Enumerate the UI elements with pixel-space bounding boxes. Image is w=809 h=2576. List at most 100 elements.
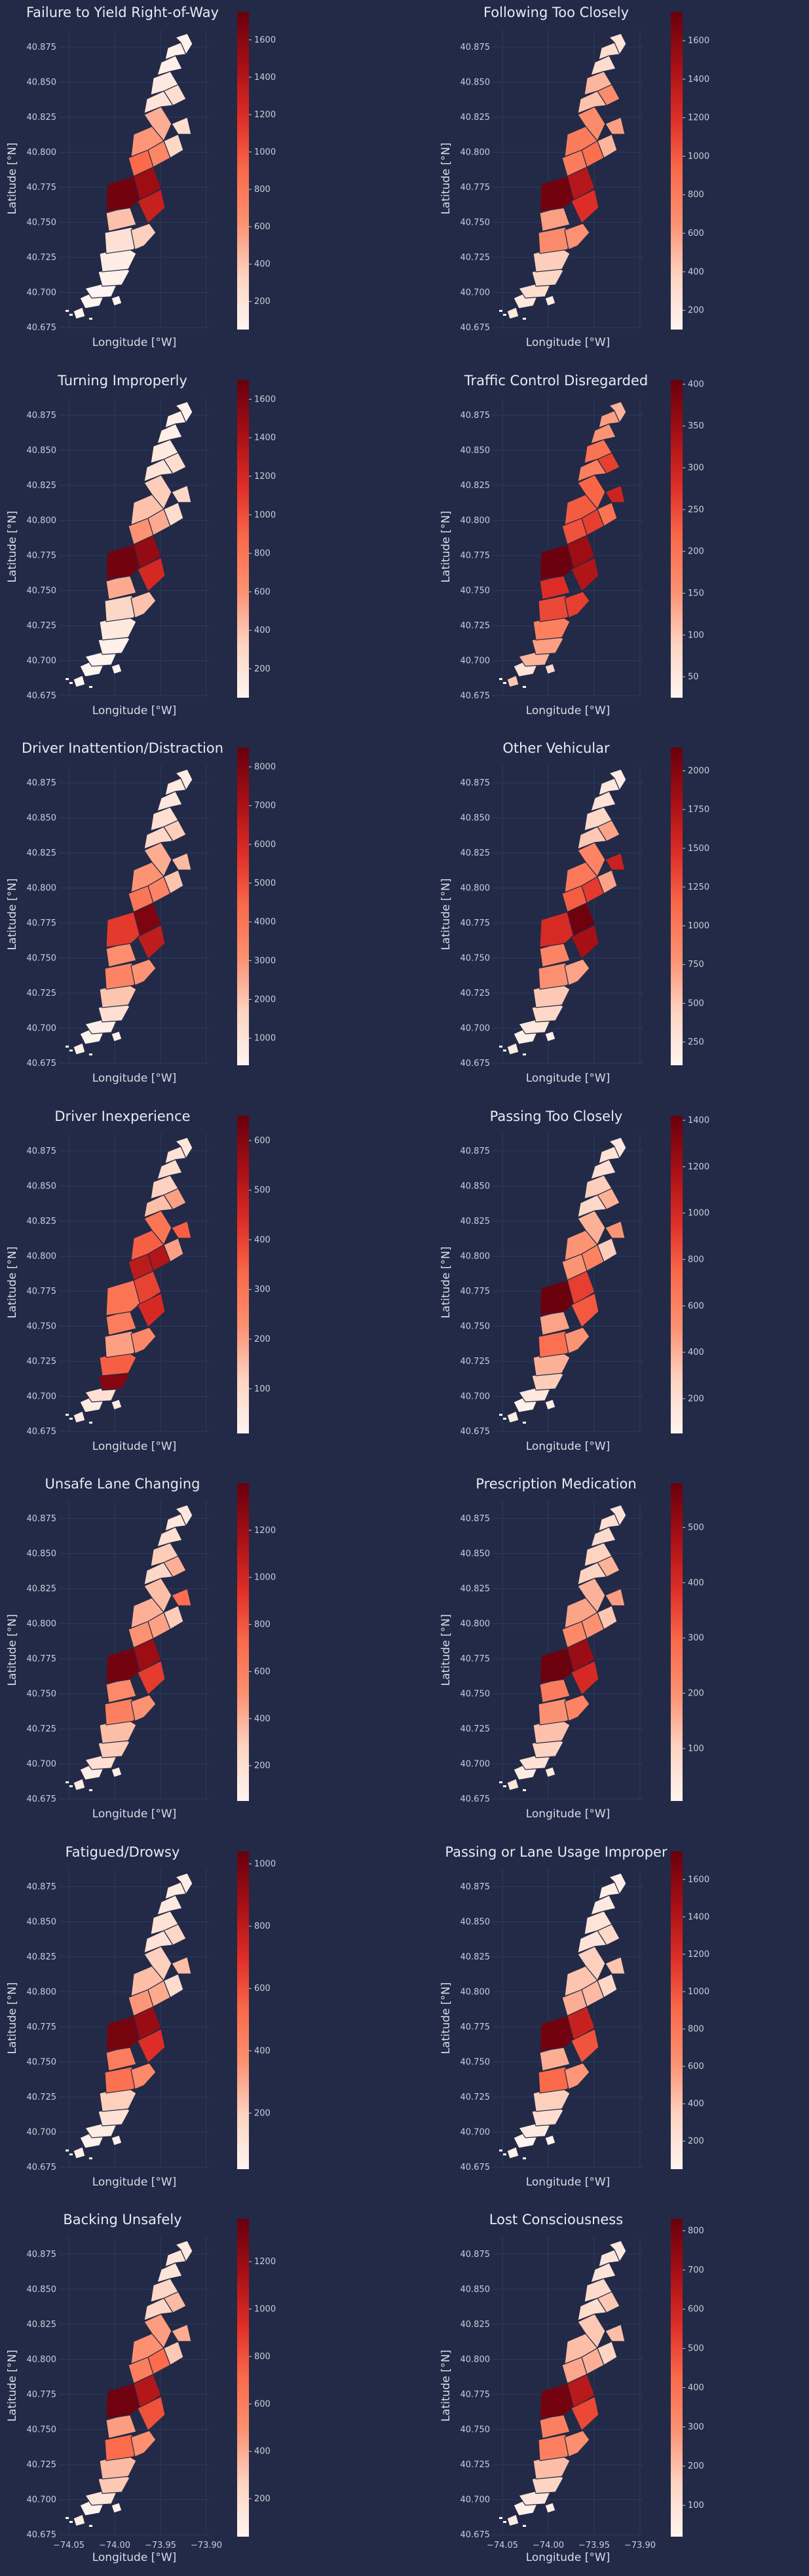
island-shape: [89, 2157, 92, 2159]
chart-svg: Unsafe Lane Changing 40.675 40.700 40.725 40…: [6, 1476, 276, 1821]
district-shape: [608, 2240, 627, 2263]
district-shape: [608, 1136, 627, 1159]
district-shape: [506, 307, 519, 320]
district-shape: [111, 1031, 122, 1042]
y-tick-label: 40.675: [27, 2163, 57, 2172]
island-shape: [503, 1050, 506, 1051]
district-shape: [130, 590, 157, 618]
district-shape: [544, 662, 556, 675]
district-shape: [598, 1881, 620, 1900]
district-shape: [577, 1194, 608, 1218]
y-tick-label: 40.825: [461, 2320, 491, 2330]
district-shape: [105, 1279, 141, 1316]
colorbar-tick-label: 800: [254, 1620, 271, 1630]
colorbar-tick-label: 200: [254, 1761, 271, 1771]
district-shape: [163, 2341, 184, 2366]
district-shape: [171, 2324, 192, 2342]
y-tick-label: 40.850: [27, 445, 57, 455]
district-shape: [598, 42, 620, 60]
district-shape: [174, 2240, 193, 2263]
x-axis-label: Longitude [°W]: [92, 1808, 177, 1821]
colorbar-tick-label: 800: [254, 185, 271, 195]
colorbar-tick-label: 7000: [254, 801, 276, 811]
colorbar-tick-label: 1000: [254, 1573, 276, 1583]
colorbar-tick-label: 500: [254, 1185, 271, 1195]
district-shape: [111, 2502, 122, 2514]
island-shape: [499, 677, 502, 680]
chart-title: Failure to Yield Right-of-Way: [26, 5, 219, 20]
district-shape: [85, 1754, 117, 1770]
y-tick-label: 40.750: [27, 218, 57, 227]
colorbar-tick-label: 400: [688, 1578, 704, 1588]
chart-panel: Other Vehicular 40.675 40.700 40.725 40.750 4…: [434, 736, 809, 1103]
district-shape: [174, 1504, 193, 1527]
district-shape: [518, 1019, 551, 1034]
y-axis-label: Latitude [°N]: [6, 1614, 19, 1686]
y-tick-label: 40.875: [461, 1146, 491, 1156]
district-shape: [143, 826, 174, 850]
island-shape: [89, 1789, 92, 1791]
y-tick-label: 40.850: [461, 1917, 491, 1927]
district-shape: [105, 2015, 141, 2052]
y-tick-label: 40.775: [27, 919, 57, 928]
district-shape: [143, 90, 174, 114]
colorbar: [237, 1115, 249, 1433]
colorbar-tick-label: 50: [688, 672, 699, 682]
y-tick-label: 40.700: [27, 288, 57, 297]
y-tick-label: 40.875: [27, 410, 57, 420]
district-shape: [137, 924, 166, 960]
district-shape: [539, 176, 574, 212]
district-shape: [539, 1647, 574, 1684]
chart-title: Other Vehicular: [502, 740, 610, 756]
y-tick-label: 40.825: [461, 113, 491, 123]
map-group: [66, 33, 193, 320]
y-tick-label: 40.725: [461, 989, 491, 998]
district-shape: [143, 1929, 174, 1954]
x-tick-label: −73.90: [191, 2541, 222, 2550]
district-shape: [163, 134, 184, 159]
district-shape: [130, 2430, 157, 2457]
district-shape: [137, 1660, 166, 1695]
district-shape: [130, 862, 164, 893]
colorbar: [671, 379, 683, 698]
colorbar-tick-label: 200: [254, 297, 271, 307]
island-shape: [503, 1785, 506, 1787]
district-shape: [571, 924, 599, 960]
chart-title: Prescription Medication: [476, 1476, 636, 1492]
y-tick-label: 40.775: [461, 183, 491, 193]
y-tick-label: 40.775: [461, 550, 491, 560]
y-tick-label: 40.750: [27, 2057, 57, 2067]
district-shape: [605, 2324, 626, 2342]
district-shape: [506, 2146, 519, 2159]
y-tick-label: 40.725: [461, 2092, 491, 2102]
y-tick-label: 40.700: [461, 2127, 491, 2137]
y-tick-label: 40.875: [27, 778, 57, 788]
y-tick-label: 40.675: [461, 1427, 491, 1437]
y-tick-label: 40.725: [461, 1724, 491, 1734]
map-group: [499, 33, 627, 320]
district-shape: [564, 590, 590, 618]
district-shape: [564, 223, 590, 250]
colorbar-tick-label: 1000: [254, 2305, 276, 2315]
colorbar-tick-label: 8000: [254, 763, 276, 772]
district-shape: [598, 2249, 620, 2267]
district-shape: [608, 768, 627, 791]
island-shape: [503, 681, 506, 684]
map-group: [499, 1872, 627, 2159]
y-axis-label: Latitude [°N]: [6, 1246, 19, 1318]
y-tick-label: 40.700: [27, 1392, 57, 1401]
y-tick-label: 40.725: [461, 1356, 491, 1366]
map-group: [499, 768, 627, 1055]
island-shape: [499, 2517, 502, 2519]
colorbar-tick-label: 300: [688, 2422, 704, 2432]
y-axis-label: Latitude [°N]: [6, 2350, 19, 2422]
district-shape: [171, 1588, 192, 1606]
colorbar-tick-label: 400: [254, 626, 271, 635]
district-shape: [605, 484, 626, 503]
y-tick-label: 40.825: [461, 1584, 491, 1594]
y-tick-label: 40.675: [461, 2530, 491, 2540]
island-shape: [69, 1785, 73, 1787]
y-axis-label: Latitude [°N]: [6, 879, 19, 951]
y-tick-label: 40.750: [461, 2057, 491, 2067]
